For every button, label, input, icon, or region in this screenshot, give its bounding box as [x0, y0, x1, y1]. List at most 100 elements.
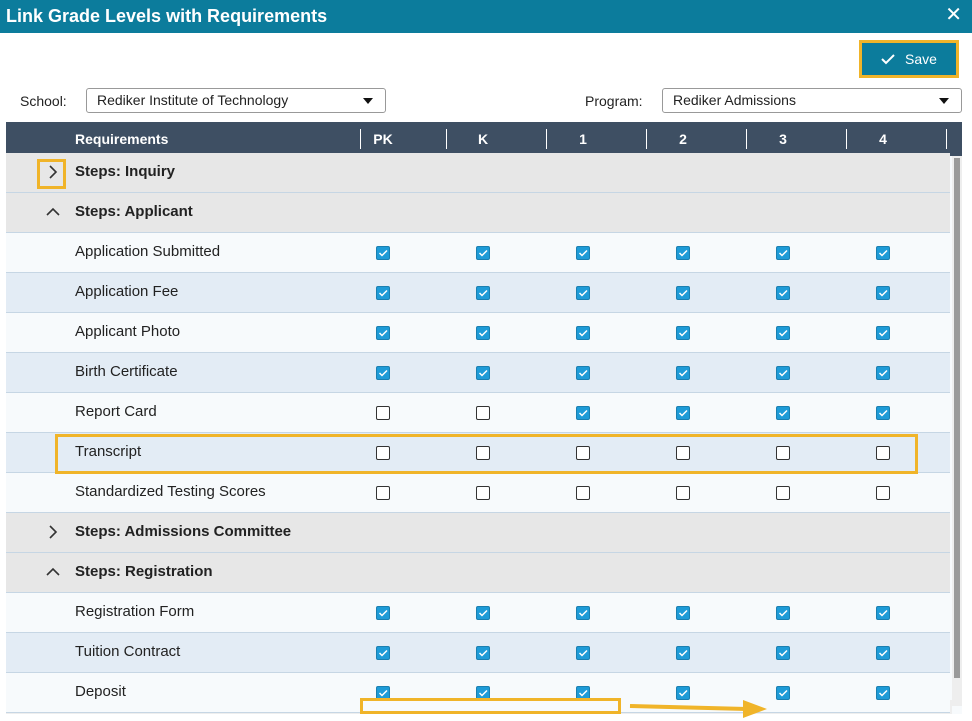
check-icon: [578, 689, 588, 697]
checkbox[interactable]: [676, 646, 690, 660]
check-icon: [578, 289, 588, 297]
v-scroll-thumb[interactable]: [954, 158, 960, 678]
highlight-box: [360, 698, 621, 714]
save-button[interactable]: Save: [859, 40, 959, 78]
checkbox[interactable]: [376, 366, 390, 380]
checkbox[interactable]: [776, 606, 790, 620]
checkbox[interactable]: [676, 606, 690, 620]
checkbox[interactable]: [876, 686, 890, 700]
expand-chevron[interactable]: [46, 525, 60, 539]
checkbox[interactable]: [376, 326, 390, 340]
checkbox[interactable]: [576, 486, 590, 500]
checkbox[interactable]: [476, 606, 490, 620]
expand-chevron[interactable]: [46, 165, 60, 179]
checkbox[interactable]: [576, 686, 590, 700]
school-select[interactable]: Rediker Institute of Technology: [86, 88, 386, 113]
checkbox[interactable]: [676, 366, 690, 380]
checkbox[interactable]: [476, 646, 490, 660]
checkbox[interactable]: [376, 446, 390, 460]
checkbox[interactable]: [876, 286, 890, 300]
checkbox[interactable]: [476, 486, 490, 500]
checkbox[interactable]: [876, 406, 890, 420]
group-row[interactable]: Steps: Registration: [6, 553, 950, 593]
checkbox[interactable]: [476, 366, 490, 380]
checkbox[interactable]: [576, 366, 590, 380]
check-icon: [478, 649, 488, 657]
requirement-row: Application Submitted: [6, 233, 950, 273]
checkbox[interactable]: [676, 326, 690, 340]
checkbox[interactable]: [676, 286, 690, 300]
checkbox[interactable]: [876, 606, 890, 620]
checkbox[interactable]: [576, 606, 590, 620]
checkbox[interactable]: [876, 366, 890, 380]
checkbox[interactable]: [776, 686, 790, 700]
checkbox[interactable]: [476, 446, 490, 460]
checkbox[interactable]: [776, 326, 790, 340]
checkbox[interactable]: [476, 286, 490, 300]
highlight-box: [55, 434, 918, 474]
checkbox[interactable]: [376, 646, 390, 660]
group-row[interactable]: Steps: Admissions Committee: [6, 513, 950, 553]
requirement-label: Deposit: [75, 683, 126, 700]
checkbox[interactable]: [676, 486, 690, 500]
collapse-chevron[interactable]: [46, 565, 60, 579]
checkbox[interactable]: [476, 406, 490, 420]
check-icon: [678, 689, 688, 697]
checkbox[interactable]: [576, 406, 590, 420]
checkbox[interactable]: [676, 406, 690, 420]
check-icon: [878, 369, 888, 377]
check-icon: [378, 649, 388, 657]
checkbox[interactable]: [676, 446, 690, 460]
requirement-row: Transcript: [6, 433, 950, 473]
requirement-label: Registration Form: [75, 603, 195, 620]
checkbox[interactable]: [776, 366, 790, 380]
checkbox[interactable]: [476, 326, 490, 340]
check-icon: [578, 649, 588, 657]
group-label: Steps: Inquiry: [75, 163, 176, 180]
checkbox[interactable]: [876, 646, 890, 660]
checkbox[interactable]: [676, 246, 690, 260]
checkbox[interactable]: [876, 446, 890, 460]
checkbox[interactable]: [876, 486, 890, 500]
checkbox[interactable]: [476, 246, 490, 260]
checkbox[interactable]: [876, 246, 890, 260]
dialog-title: Link Grade Levels with Requirements: [6, 6, 328, 26]
check-icon: [378, 689, 388, 697]
collapse-chevron[interactable]: [46, 205, 60, 219]
program-select[interactable]: Rediker Admissions: [662, 88, 962, 113]
filter-label: School:: [20, 93, 67, 109]
checkbox[interactable]: [576, 326, 590, 340]
checkbox[interactable]: [776, 646, 790, 660]
requirement-row: Tuition Contract: [6, 633, 950, 673]
checkbox[interactable]: [676, 686, 690, 700]
group-row[interactable]: Steps: Applicant: [6, 193, 950, 233]
check-icon: [678, 329, 688, 337]
highlight-box: [37, 159, 66, 189]
checkbox[interactable]: [776, 406, 790, 420]
checkbox[interactable]: [576, 646, 590, 660]
check-icon: [778, 649, 788, 657]
close-button[interactable]: ✕: [945, 4, 962, 26]
column-header: Requirements: [75, 131, 169, 147]
checkbox[interactable]: [376, 406, 390, 420]
checkbox[interactable]: [576, 246, 590, 260]
checkbox[interactable]: [376, 606, 390, 620]
checkbox[interactable]: [376, 486, 390, 500]
checkbox[interactable]: [576, 286, 590, 300]
checkbox[interactable]: [376, 286, 390, 300]
check-icon: [878, 609, 888, 617]
checkbox[interactable]: [576, 446, 590, 460]
requirements-grid: Requirements PK K 1 2 3 4 Steps: Inquiry Steps:…: [6, 122, 962, 714]
requirement-row: Application Fee: [6, 273, 950, 313]
checkbox[interactable]: [776, 246, 790, 260]
requirement-row: Standardized Testing Scores: [6, 473, 950, 513]
checkbox[interactable]: [776, 486, 790, 500]
checkbox[interactable]: [776, 446, 790, 460]
checkbox[interactable]: [776, 286, 790, 300]
checkbox[interactable]: [376, 246, 390, 260]
column-separator: [846, 129, 847, 149]
group-row[interactable]: Steps: Inquiry: [6, 153, 950, 193]
v-scrollbar[interactable]: [952, 156, 962, 706]
checkbox[interactable]: [876, 326, 890, 340]
check-icon: [878, 329, 888, 337]
